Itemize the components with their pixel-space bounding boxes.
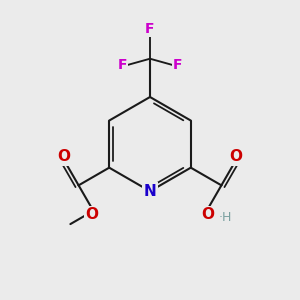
- Text: O: O: [57, 149, 70, 164]
- Text: F: F: [145, 22, 155, 36]
- Text: F: F: [172, 58, 182, 72]
- Text: O: O: [85, 207, 98, 222]
- Text: ·H: ·H: [219, 211, 232, 224]
- Text: F: F: [118, 58, 128, 72]
- Text: O: O: [202, 207, 214, 222]
- Text: N: N: [144, 184, 156, 199]
- Text: O: O: [230, 149, 243, 164]
